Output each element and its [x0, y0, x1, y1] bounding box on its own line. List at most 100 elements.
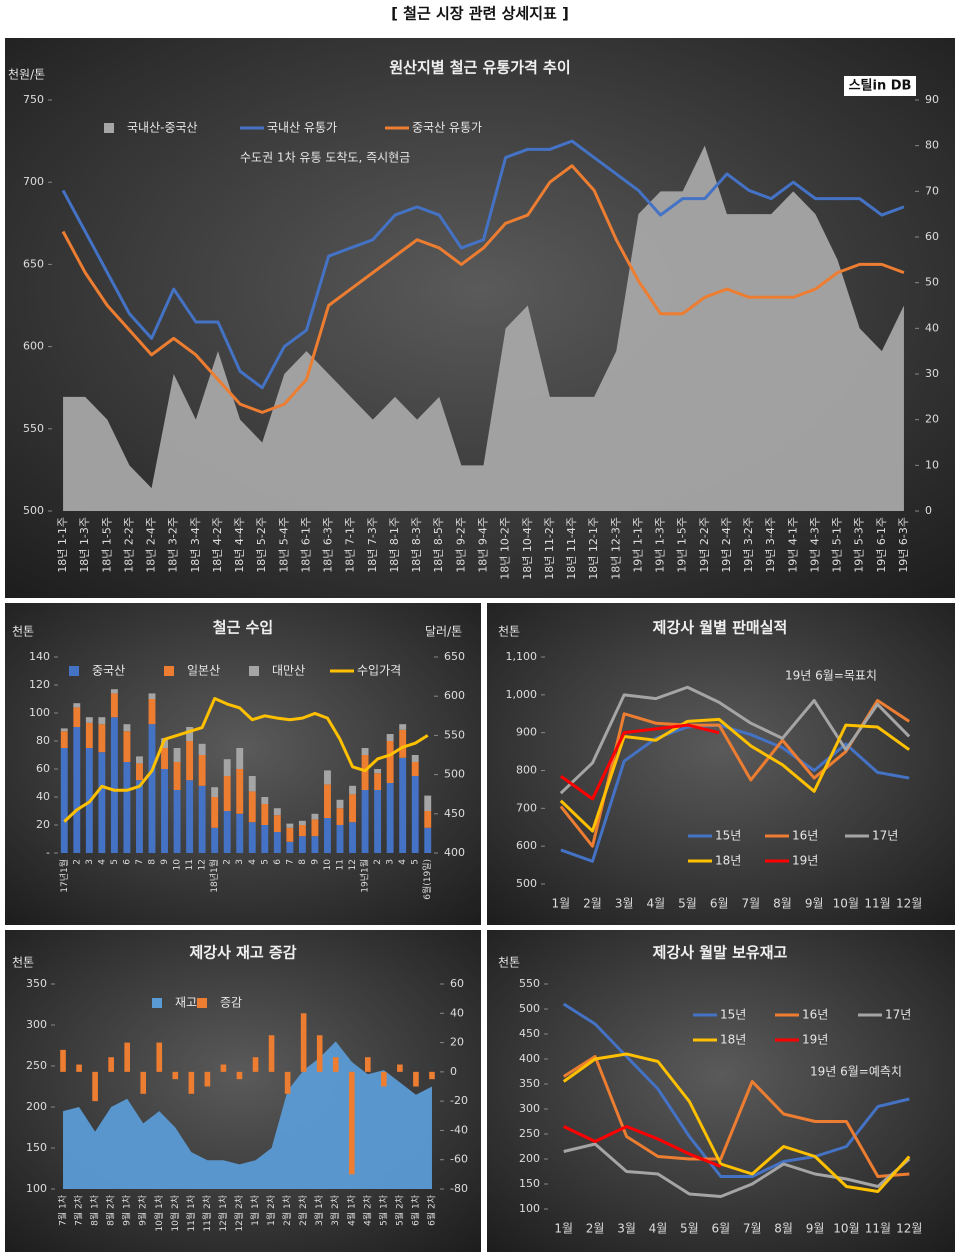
x-tick-label: 11	[185, 859, 195, 870]
x-tick-label: 5월	[680, 1222, 699, 1236]
bar	[211, 787, 219, 797]
x-tick-label: 8	[298, 859, 308, 865]
x-tick-label: 18년 11-4주	[565, 517, 578, 580]
bar	[211, 797, 219, 828]
bar	[284, 1071, 291, 1094]
x-tick-label: 5	[260, 859, 270, 865]
x-tick-label: 2월	[586, 1222, 605, 1236]
bar	[298, 820, 306, 825]
legend-label: 수입가격	[357, 664, 401, 678]
bar	[73, 703, 81, 708]
bar	[374, 790, 382, 853]
x-tick-label: 18년1월	[208, 859, 220, 893]
y2-tick-label: 0	[450, 1065, 457, 1078]
y-tick-label: 120	[29, 678, 50, 691]
x-tick-label: 8월 1차	[89, 1194, 101, 1226]
x-tick-label: 19년 1-3주	[654, 517, 667, 573]
x-tick-label: 18년 1-1주	[56, 517, 69, 573]
area	[63, 145, 904, 511]
bar	[298, 825, 306, 837]
bar	[365, 1057, 371, 1072]
y-tick-label: 300	[519, 1102, 540, 1115]
y2-tick-label: 0	[925, 504, 932, 517]
x-tick-label: 6월 2차	[425, 1194, 437, 1226]
bar	[123, 724, 131, 732]
legend-label: 국내산-중국산	[127, 121, 198, 135]
x-tick-label: 18년 5-4주	[277, 517, 290, 573]
x-tick-label: 3	[85, 859, 95, 865]
bar	[324, 784, 331, 818]
y2-tick-label: -80	[450, 1182, 468, 1195]
bar	[332, 1057, 339, 1072]
bar	[411, 762, 419, 776]
x-tick-label: 18년 1-5주	[100, 517, 113, 573]
bar	[374, 773, 382, 790]
bar	[92, 1071, 98, 1102]
bar	[248, 791, 256, 823]
bar	[110, 717, 118, 853]
x-tick-label: 8월	[774, 1222, 793, 1236]
x-tick-label: 6월 1차	[409, 1194, 421, 1226]
y2-tick-label: 500	[444, 768, 465, 781]
x-tick-label: 6	[122, 859, 132, 865]
x-tick-label: 19년 1-5주	[676, 517, 689, 573]
x-tick-label: 18년 6-3주	[322, 517, 335, 573]
bar	[386, 734, 394, 741]
logo-box	[844, 76, 916, 96]
bar	[110, 689, 118, 694]
bar	[85, 722, 93, 748]
legend-label: 15년	[715, 829, 741, 843]
x-tick-label: 7	[135, 859, 145, 865]
x-tick-label: 19년 6-1주	[875, 517, 888, 573]
x-tick-label: 18년 9-4주	[477, 517, 490, 573]
legend-label: 15년	[720, 1008, 746, 1022]
x-tick-label: 2	[373, 859, 383, 865]
x-tick-label: 9월 2차	[137, 1194, 149, 1226]
x-tick-label: 6	[273, 859, 283, 865]
bar	[198, 743, 206, 755]
x-tick-label: 11	[336, 859, 346, 870]
legend-label: 대만산	[272, 664, 305, 678]
x-tick-label: 9월	[806, 1222, 825, 1236]
bar	[223, 759, 231, 776]
bar	[399, 757, 407, 853]
x-tick-label: 5	[411, 859, 421, 865]
y-tick-label: 1,100	[506, 650, 538, 663]
y2-axis-label: 달러/톤	[425, 625, 462, 639]
y-tick-label: 450	[519, 1027, 540, 1040]
bar	[186, 727, 194, 741]
x-tick-label: 18년 7-1주	[344, 517, 357, 573]
bar	[286, 841, 294, 853]
x-tick-label: 7	[285, 859, 295, 865]
bar	[123, 762, 131, 853]
x-tick-label: 3월 1차	[313, 1194, 325, 1226]
x-tick-label: 8월	[773, 897, 792, 911]
y-tick-label: 600	[23, 340, 44, 353]
y2-tick-label: -40	[450, 1123, 468, 1136]
line	[562, 1052, 911, 1193]
x-tick-label: 17년1월	[58, 859, 70, 893]
x-tick-label: 6월	[711, 1222, 730, 1236]
bar	[198, 785, 206, 853]
x-tick-label: 9월	[805, 897, 824, 911]
bar	[148, 724, 156, 853]
y-tick-label: 700	[23, 175, 44, 188]
x-tick-label: 3월	[617, 1222, 636, 1236]
x-tick-label: 11월	[865, 1222, 891, 1236]
x-tick-label: 18년 3-2주	[167, 517, 180, 573]
x-tick-label: 19년 5-1주	[831, 517, 844, 573]
x-tick-label: 19년 1-1주	[631, 517, 644, 573]
y2-tick-label: 550	[444, 728, 465, 741]
x-tick-label: 4월 2차	[361, 1194, 373, 1226]
bar	[148, 699, 156, 725]
x-tick-label: 18년 6-1주	[299, 517, 312, 573]
legend-label: 19년	[802, 1033, 828, 1047]
bar	[413, 1071, 419, 1087]
y-axis-label: 천톤	[12, 955, 34, 970]
bar	[248, 776, 256, 792]
bar	[361, 755, 369, 790]
bar	[161, 769, 168, 853]
x-tick-label: 18년 4-4주	[233, 517, 246, 573]
x-tick-label: 4월 1차	[345, 1194, 357, 1226]
bar	[173, 748, 181, 762]
